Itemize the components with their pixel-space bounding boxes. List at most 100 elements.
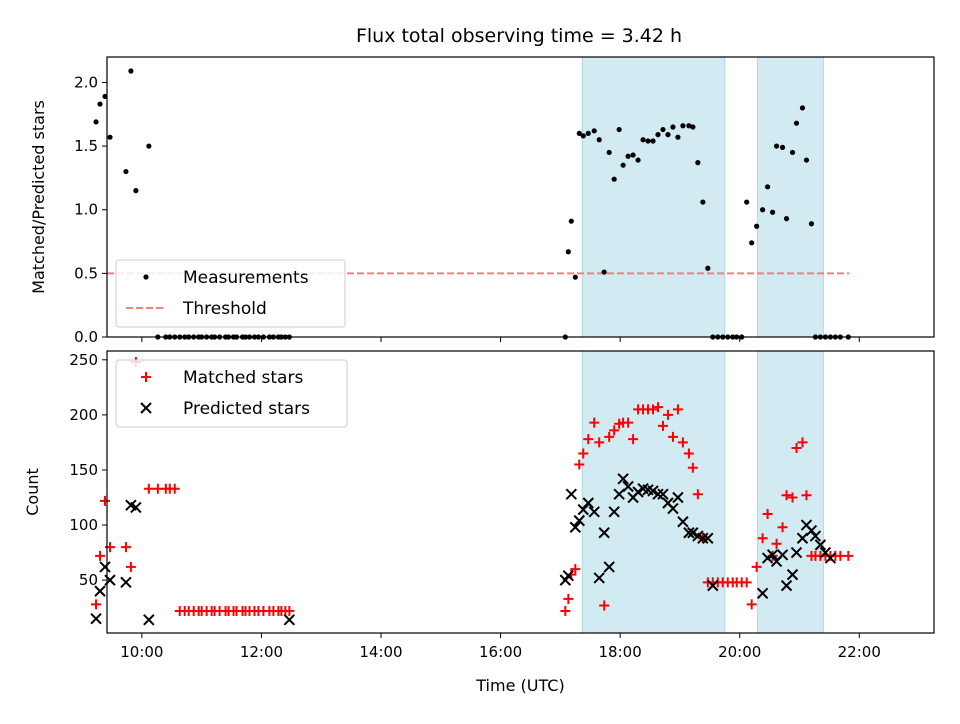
matched-star-point xyxy=(762,509,773,520)
matched-star-point xyxy=(777,522,788,533)
x-axis-label: Time (UTC) xyxy=(475,676,564,695)
matched-star-point xyxy=(143,483,154,494)
observing-interval xyxy=(581,56,726,338)
matched-star-point xyxy=(284,605,295,616)
y-tick-label: 1.5 xyxy=(74,137,98,155)
x-tick-label: 14:00 xyxy=(359,643,402,661)
matched-star-point xyxy=(746,599,757,610)
predicted-star-point xyxy=(805,524,818,537)
predicted-star-point xyxy=(780,579,793,592)
matched-star-point xyxy=(657,420,668,431)
measurement-point xyxy=(102,93,108,100)
matched-star-point xyxy=(781,490,792,501)
predicted-star-point xyxy=(776,549,789,561)
predicted-star-point xyxy=(569,521,582,533)
predicted-star-point xyxy=(90,612,102,625)
legend-label: Measurements xyxy=(183,268,309,288)
matched-star-point xyxy=(692,489,703,500)
matched-star-point xyxy=(125,561,136,572)
measurement-point xyxy=(591,128,597,134)
observing-interval xyxy=(757,56,824,338)
predicted-star-point xyxy=(796,532,809,544)
matched-star-point xyxy=(801,490,812,501)
x-tick-label: 20:00 xyxy=(718,643,761,661)
predicted-star-point xyxy=(761,552,774,564)
observing-interval xyxy=(757,350,824,634)
predicted-star-point xyxy=(617,473,629,485)
x-tick-label: 16:00 xyxy=(479,643,522,661)
x-tick-label: 22:00 xyxy=(838,643,881,661)
predicted-star-point xyxy=(672,491,684,504)
matched-star-point xyxy=(594,437,605,448)
predicted-star-point xyxy=(94,585,106,597)
matched-star-point xyxy=(570,564,581,575)
y-axis-label: Matched/Predicted stars xyxy=(29,100,48,294)
matched-star-point xyxy=(604,431,615,442)
measurement-point xyxy=(93,119,99,125)
measurement-point xyxy=(572,274,578,280)
predicted-star-point xyxy=(593,572,605,584)
measurement-point xyxy=(568,218,574,224)
predicted-star-point xyxy=(824,552,837,564)
predicted-star-point xyxy=(647,485,659,497)
measurement-point xyxy=(749,240,755,246)
y-tick-label: 250 xyxy=(69,351,98,369)
measurement-point xyxy=(620,162,626,168)
measurement-point xyxy=(611,176,617,182)
predicted-star-point xyxy=(677,516,689,528)
measurement-point xyxy=(576,130,582,136)
matched-star-point xyxy=(169,483,180,494)
predicted-star-point xyxy=(652,488,664,500)
predicted-star-point xyxy=(657,488,669,500)
predicted-star-point xyxy=(702,532,714,544)
matched-star-point xyxy=(771,538,782,549)
measurement-point xyxy=(133,188,139,194)
predicted-star-point xyxy=(756,587,769,600)
predicted-star-point xyxy=(283,614,296,626)
x-tick-label: 18:00 xyxy=(599,643,642,661)
matched-star-point xyxy=(628,434,639,445)
y-axis-label: Count xyxy=(23,468,42,516)
measurement-point xyxy=(601,269,607,275)
predicted-star-point xyxy=(809,530,822,542)
y-tick-label: 0.5 xyxy=(74,264,98,282)
measurement-point xyxy=(803,157,810,163)
legend-frame xyxy=(115,359,348,428)
y-tick-label: 2.0 xyxy=(74,73,98,91)
matched-star-point xyxy=(653,402,664,413)
y-tick-label: 100 xyxy=(69,516,98,534)
axes-frame xyxy=(106,350,935,634)
measurement-point xyxy=(769,209,776,215)
legend-label: Matched stars xyxy=(183,368,303,388)
measurement-point xyxy=(645,138,651,144)
measurement-point xyxy=(744,199,750,205)
legend-frame xyxy=(115,259,346,328)
matched-star-point xyxy=(574,459,585,470)
matched-star-point xyxy=(751,561,762,572)
predicted-star-point xyxy=(565,488,578,500)
measurement-point xyxy=(596,137,602,143)
predicted-star-point xyxy=(786,568,799,581)
measurement-point xyxy=(783,216,790,222)
matched-star-point xyxy=(91,599,102,610)
matched-star-point xyxy=(791,442,802,453)
predicted-star-point xyxy=(577,503,589,516)
predicted-star-point xyxy=(814,539,827,551)
predicted-star-point xyxy=(603,561,615,573)
matched-star-point xyxy=(648,404,659,415)
measurement-point xyxy=(585,130,591,136)
measurement-point xyxy=(695,160,701,166)
matched-star-point xyxy=(741,577,752,588)
matched-star-point xyxy=(120,542,131,553)
predicted-star-point xyxy=(608,506,620,518)
y-tick-label: 150 xyxy=(69,461,98,479)
figure-title: Flux total observing time = 3.42 h xyxy=(356,25,682,47)
matched-star-point xyxy=(843,550,854,561)
measurement-point xyxy=(625,153,631,159)
predicted-star-point xyxy=(120,576,132,589)
measurement-point xyxy=(808,221,815,227)
measurement-point xyxy=(686,123,692,129)
y-tick-label: 0.0 xyxy=(74,328,98,346)
measurement-point xyxy=(700,199,706,205)
